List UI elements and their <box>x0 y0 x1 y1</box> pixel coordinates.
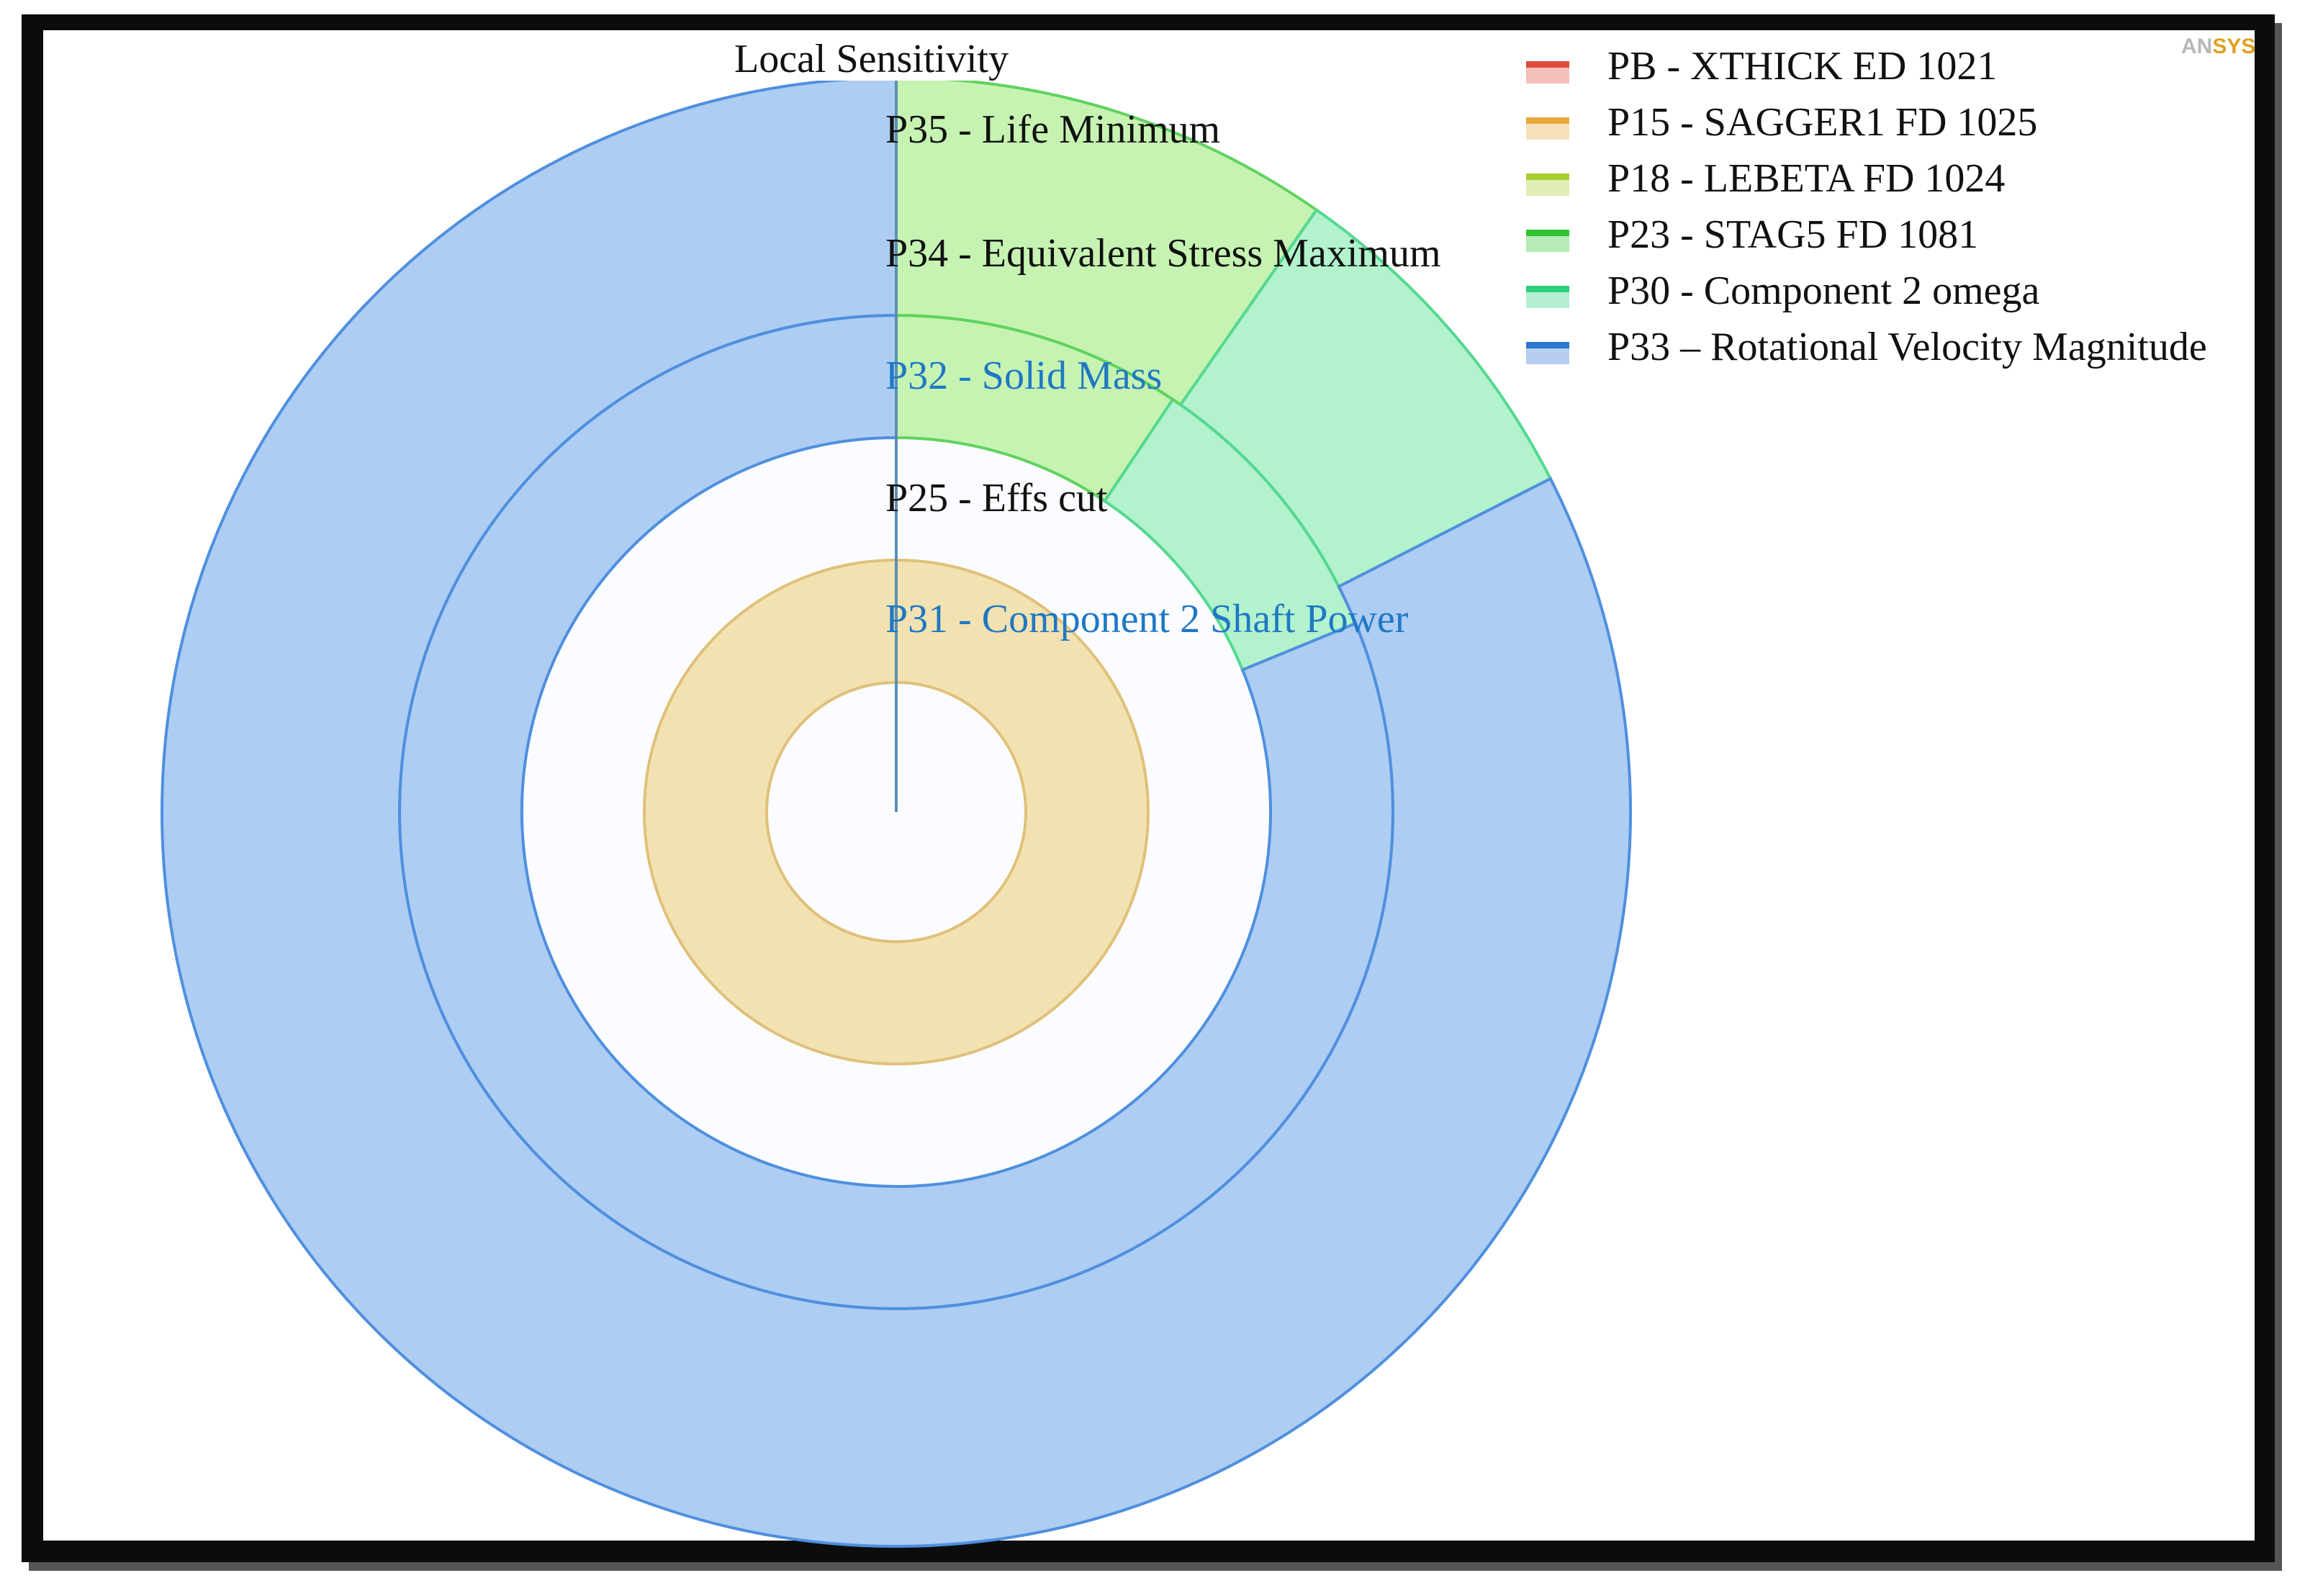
legend-label: P30 - Component 2 omega <box>1607 269 2040 313</box>
legend-item[interactable]: P33 – Rotational Velocity Magnitude <box>1526 325 2207 369</box>
legend-swatch-line <box>1526 230 1569 236</box>
legend-swatch-fill <box>1526 180 1569 196</box>
legend-item[interactable]: P23 - STAG5 FD 1081 <box>1526 212 1978 257</box>
title-background <box>731 33 1055 81</box>
legend-swatch-fill <box>1526 124 1569 140</box>
legend-label: P15 - SAGGER1 FD 1025 <box>1607 100 2037 145</box>
logo-sys: SYS <box>2212 35 2255 58</box>
legend-swatch-line <box>1526 286 1569 292</box>
legend-item[interactable]: P15 - SAGGER1 FD 1025 <box>1526 100 2037 145</box>
legend-swatch-fill <box>1526 68 1569 84</box>
ring-label-4: P34 - Equivalent Stress Maximum <box>885 231 1441 276</box>
legend-swatch-line <box>1526 61 1569 68</box>
legend-label: P18 - LEBETA FD 1024 <box>1607 156 2005 201</box>
legend-swatch-fill <box>1526 292 1569 308</box>
legend-swatch-fill <box>1526 236 1569 252</box>
ring-label-3: P32 - Solid Mass <box>885 353 1162 398</box>
legend-swatch-line <box>1526 342 1569 348</box>
legend-label: P23 - STAG5 FD 1081 <box>1607 212 1978 257</box>
chart-title: Local Sensitivity <box>734 37 1009 81</box>
legend-label: PB - XTHICK ED 1021 <box>1607 44 1997 89</box>
legend-item[interactable]: P30 - Component 2 omega <box>1526 269 2040 313</box>
logo-an: AN <box>2181 35 2212 58</box>
ring-label-5: P35 - Life Minimum <box>885 107 1220 152</box>
legend-label: P33 – Rotational Velocity Magnitude <box>1607 325 2207 369</box>
legend-swatch-fill <box>1526 348 1569 364</box>
legend-item[interactable]: PB - XTHICK ED 1021 <box>1526 44 1997 89</box>
ring-5-segment-3[interactable] <box>161 76 1633 1548</box>
ansys-logo: ANSYS <box>2181 35 2255 58</box>
ring-label-1: P31 - Component 2 Shaft Power <box>885 597 1409 641</box>
legend-item[interactable]: P18 - LEBETA FD 1024 <box>1526 156 2005 201</box>
ring-label-2: P25 - Effs cut <box>885 476 1108 520</box>
legend-swatch-line <box>1526 173 1569 180</box>
ring-2-segment-1[interactable] <box>642 559 1150 1065</box>
ring-labels-layer: P31 - Component 2 Shaft Power P25 - Effs … <box>885 107 1441 641</box>
legend: PB - XTHICK ED 1021 P15 - SAGGER1 FD 1025… <box>1526 44 2207 369</box>
legend-swatch-line <box>1526 117 1569 124</box>
